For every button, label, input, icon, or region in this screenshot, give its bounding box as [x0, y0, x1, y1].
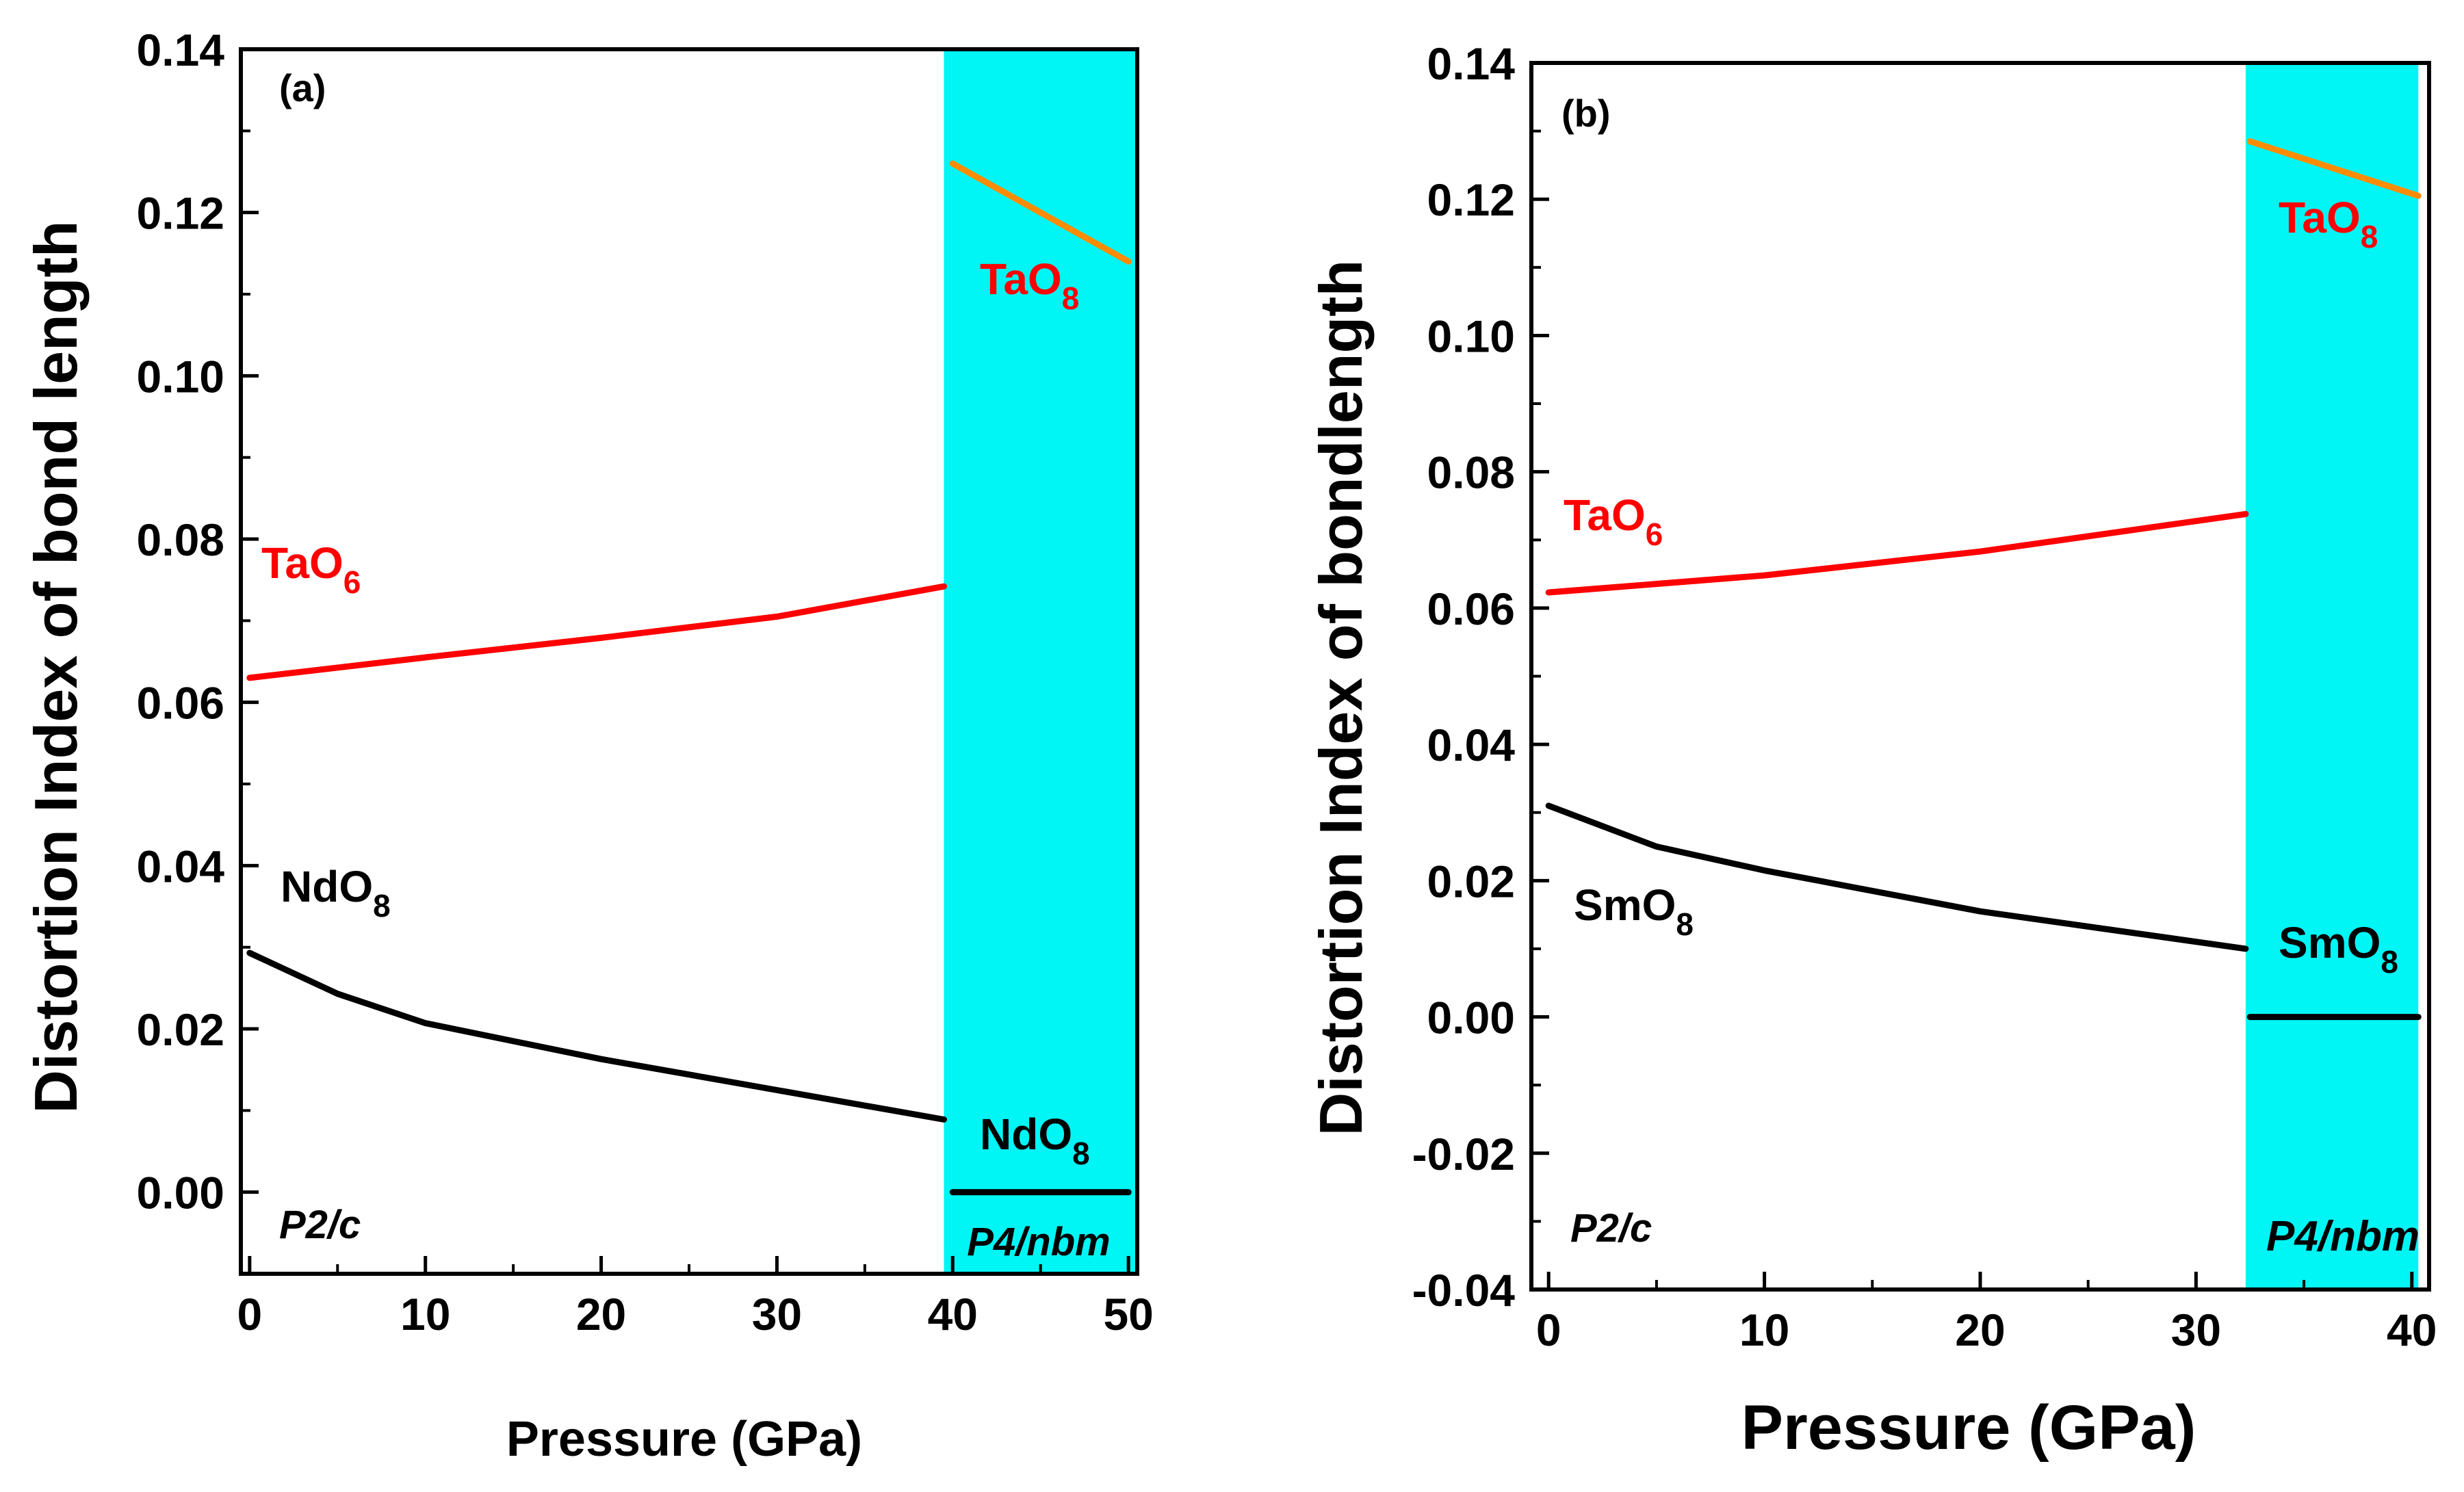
shaded-region-P4-nbm — [944, 49, 1137, 1274]
annotation-tao6: TaO6 — [261, 538, 361, 600]
panel-label: (b) — [1561, 92, 1611, 135]
x-axis-title: Pressure (GPa) — [1741, 1393, 2196, 1463]
x-tick-label: 10 — [400, 1289, 450, 1339]
annotation-smo8-high: SmO8 — [2279, 918, 2398, 980]
y-tick-label: 0.14 — [137, 25, 225, 75]
x-axis-title: Pressure (GPa) — [506, 1412, 862, 1467]
x-tick-label: 40 — [928, 1289, 978, 1339]
x-tick-label: 0 — [237, 1289, 262, 1339]
annotation-ndo8-high: NdO8 — [980, 1110, 1090, 1171]
y-tick-label: 0.04 — [1427, 720, 1516, 770]
y-tick-label: 0.00 — [137, 1168, 224, 1218]
y-tick-label: 0.10 — [137, 351, 224, 402]
y-tick-label: -0.02 — [1412, 1129, 1515, 1179]
x-tick-label: 30 — [752, 1289, 802, 1339]
phase-label-high: P4/nbm — [967, 1220, 1111, 1264]
y-axis-title: Distortion Index of bond length — [22, 220, 90, 1113]
y-tick-label: 0.12 — [1427, 174, 1515, 225]
series-line-ndo8 — [246, 950, 947, 1123]
series-line-tao8 — [2246, 138, 2422, 199]
x-tick-label: 20 — [1955, 1305, 2005, 1355]
annotation-smo8-low: SmO8 — [1574, 880, 1694, 942]
y-tick-label: -0.04 — [1412, 1265, 1516, 1316]
y-tick-label: 0.04 — [137, 841, 225, 891]
x-tick-label: 50 — [1103, 1289, 1153, 1339]
shaded-region-P4-nbm — [2245, 63, 2419, 1290]
annotation-tao8: TaO8 — [2279, 193, 2378, 254]
y-tick-label: 0.00 — [1427, 993, 1515, 1043]
chart-panel-b: 0 10 20 30 40 -0.04 -0.02 0.00 0.02 0.04 0.06 0.08 0… — [1307, 38, 2437, 1463]
x-tick-label: 20 — [576, 1289, 626, 1339]
series-line-tao6 — [246, 583, 947, 681]
x-tick-label: 40 — [2387, 1305, 2437, 1355]
annotation-ndo8-low: NdO8 — [281, 862, 391, 924]
y-tick-label: 0.12 — [137, 188, 224, 239]
chart-panel-a: 0 10 20 30 40 50 0.00 0.02 0.04 0.06 0.08 0.10 0.12 0… — [22, 25, 1154, 1467]
phase-label-low: P2/c — [1570, 1206, 1652, 1251]
x-tick-label: 30 — [2171, 1305, 2221, 1355]
phase-label-low: P2/c — [279, 1203, 361, 1247]
x-tick-label: 0 — [1536, 1305, 1561, 1355]
y-axis-title: Distortion Index of bondlength — [1307, 260, 1375, 1136]
series-line-tao8 — [949, 160, 1132, 265]
y-tick-label: 0.08 — [1427, 447, 1515, 498]
annotation-tao6: TaO6 — [1564, 490, 1663, 552]
y-tick-label: 0.10 — [1427, 311, 1515, 361]
phase-label-high: P4/nbm — [2266, 1213, 2420, 1260]
series-line-tao6 — [1545, 510, 2249, 596]
y-tick-label: 0.02 — [137, 1004, 224, 1055]
y-tick-label: 0.06 — [1427, 584, 1515, 634]
x-tick-label: 10 — [1739, 1305, 1789, 1355]
y-tick-label: 0.06 — [137, 678, 224, 729]
y-tick-label: 0.14 — [1427, 38, 1516, 89]
y-tick-label: 0.08 — [137, 514, 224, 565]
series-line-smo8 — [1545, 802, 2249, 952]
panel-label: (a) — [279, 66, 326, 109]
annotation-tao8: TaO8 — [980, 254, 1079, 316]
y-tick-label: 0.02 — [1427, 856, 1515, 906]
